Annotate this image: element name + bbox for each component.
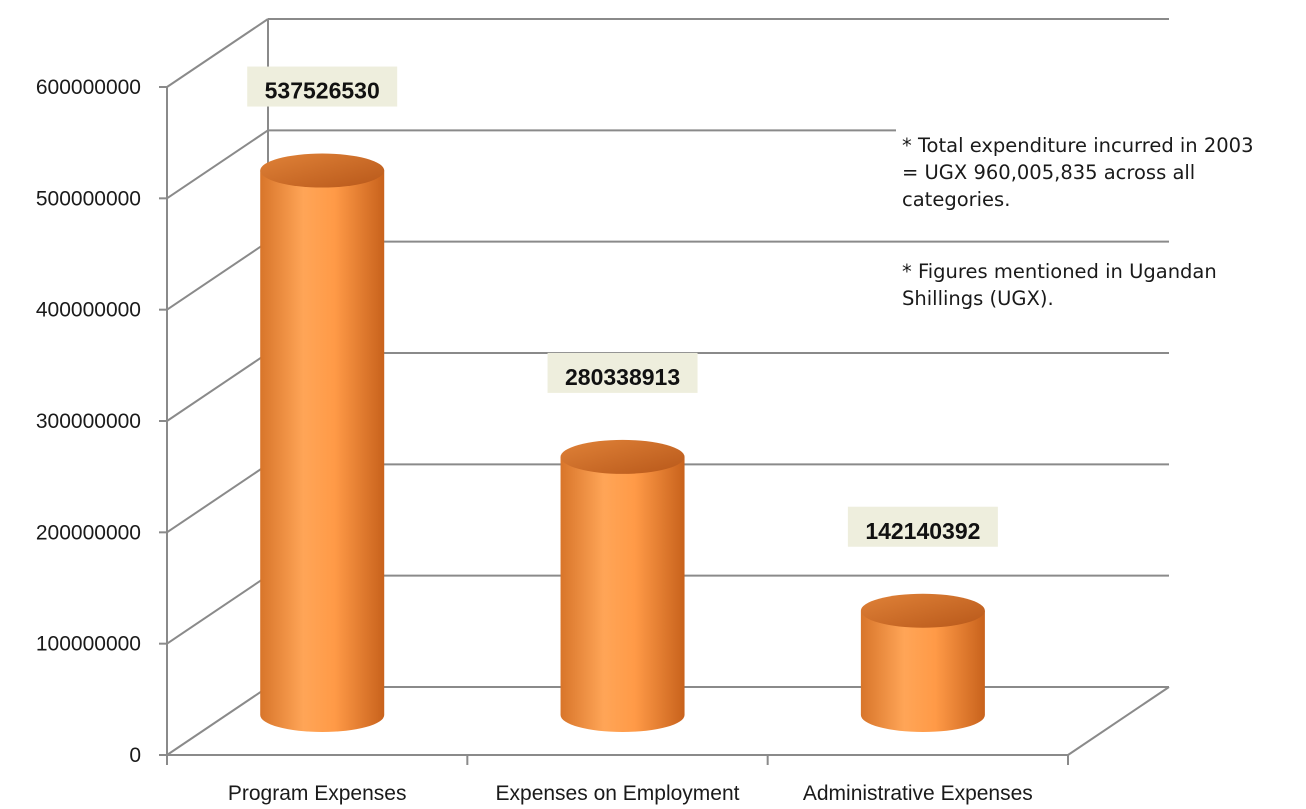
- y-tick-label: 100000000: [36, 633, 141, 656]
- gridline-diagonal: [166, 686, 269, 756]
- bar-body: [260, 170, 385, 732]
- data-label: 142140392: [865, 518, 980, 544]
- gridline-diagonal: [166, 574, 269, 645]
- data-label-box: [247, 66, 398, 107]
- y-tick-label: 600000000: [36, 76, 141, 99]
- bar-top: [260, 153, 385, 188]
- x-tick-label: Expenses on Employment: [496, 782, 740, 805]
- data-label-box: [847, 506, 998, 547]
- y-tick-label: 300000000: [36, 410, 141, 433]
- data-label-box: [547, 352, 698, 393]
- bar-layer: [260, 153, 985, 732]
- gridline-diagonal: [166, 129, 269, 200]
- y-tick-label: 400000000: [36, 299, 141, 322]
- gridline-diagonal: [166, 352, 269, 422]
- gridline-diagonal: [166, 463, 269, 534]
- data-label: 280338913: [565, 364, 680, 390]
- grid-layer: [166, 18, 1169, 756]
- bar: [560, 439, 685, 732]
- bar-body: [860, 610, 985, 732]
- note-currency: * Figures mentioned in Ugandan Shillings…: [896, 254, 1306, 316]
- y-tick-label: 200000000: [36, 521, 141, 544]
- bar: [860, 593, 985, 732]
- y-tick-label: 500000000: [36, 187, 141, 210]
- gridline-diagonal: [166, 18, 269, 88]
- label-layer: 0 100000000 200000000 300000000 400000000 500…: [36, 66, 1033, 805]
- gridline-diagonal: [166, 240, 269, 311]
- x-tick-label: Administrative Expenses: [803, 782, 1033, 805]
- bar-top: [860, 593, 985, 628]
- bar-body: [560, 456, 685, 732]
- data-label: 537526530: [265, 78, 380, 104]
- bar-top: [560, 439, 685, 474]
- x-tick-label: Program Expenses: [228, 782, 407, 805]
- note-total-expenditure: * Total expenditure incurred in 2003 = U…: [896, 128, 1268, 217]
- floor-edge: [1067, 686, 1170, 756]
- bar: [260, 153, 385, 732]
- y-tick-label: 0: [129, 744, 141, 767]
